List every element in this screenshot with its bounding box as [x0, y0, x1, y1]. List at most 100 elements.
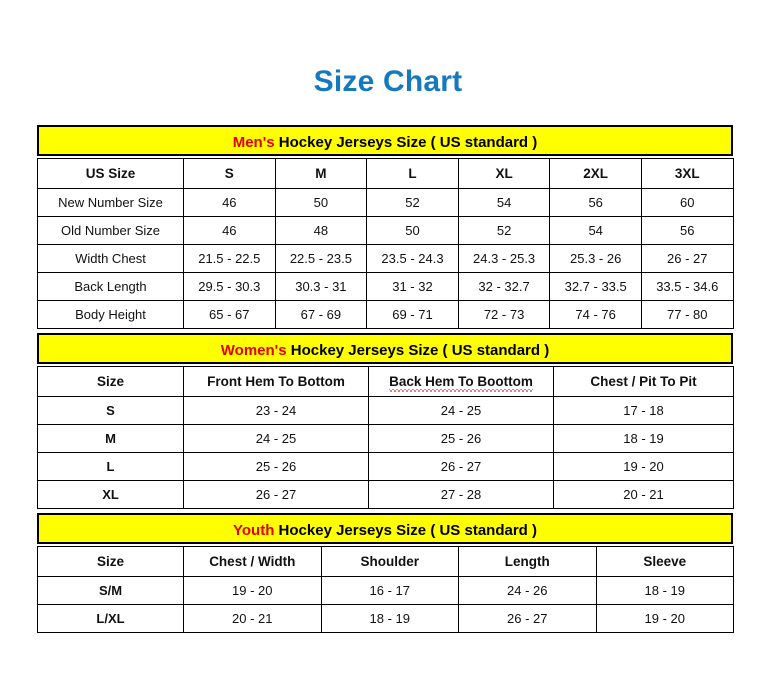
table-cell: 24 - 25 [368, 396, 554, 425]
table-row: S 23 - 24 24 - 25 17 - 18 [37, 396, 734, 425]
column-header-m: M [274, 158, 368, 189]
column-header-shoulder: Shoulder [320, 546, 459, 577]
column-header-s: S [183, 158, 276, 189]
table-cell: 33.5 - 34.6 [640, 272, 734, 301]
table-cell: 50 [366, 216, 459, 245]
table-cell: 27 - 28 [368, 480, 554, 509]
section-header-accent: Women's [220, 342, 287, 359]
row-label: M [37, 424, 184, 453]
table-row: New Number Size 46 50 52 54 56 60 [37, 188, 734, 217]
table-row: Back Length 29.5 - 30.3 30.3 - 31 31 - 3… [37, 272, 734, 301]
column-header-2xl: 2XL [549, 158, 642, 189]
table-cell: 52 [457, 216, 551, 245]
table-row: L/XL 20 - 21 18 - 19 26 - 27 19 - 20 [37, 604, 734, 633]
table-cell: 77 - 80 [640, 300, 734, 329]
table-cell: 60 [640, 188, 734, 217]
table-header-row: Size Chest / Width Shoulder Length Sleev… [37, 546, 734, 577]
column-header-l: L [366, 158, 459, 189]
section-header-youth: Youth Hockey Jerseys Size ( US standard … [37, 513, 733, 544]
section-mens: Men's Hockey Jerseys Size ( US standard … [37, 125, 734, 329]
table-cell: 18 - 19 [595, 576, 734, 605]
table-row: Body Height 65 - 67 67 - 69 69 - 71 72 -… [37, 300, 734, 329]
table-cell: 46 [183, 188, 276, 217]
table-row: L 25 - 26 26 - 27 19 - 20 [37, 452, 734, 481]
row-label: New Number Size [37, 188, 184, 217]
table-cell: 32 - 32.7 [457, 272, 551, 301]
table-cell: 20 - 21 [553, 480, 734, 509]
table-cell: 18 - 19 [320, 604, 459, 633]
section-header-rest: Hockey Jerseys Size ( US standard ) [286, 342, 550, 359]
table-cell: 24 - 25 [183, 424, 369, 453]
row-label: Old Number Size [37, 216, 184, 245]
table-row: Old Number Size 46 48 50 52 54 56 [37, 216, 734, 245]
womens-size-table: Size Front Hem To Bottom Back Hem To Boo… [37, 366, 734, 509]
table-cell: 54 [457, 188, 551, 217]
table-cell: 52 [366, 188, 459, 217]
table-cell: 22.5 - 23.5 [274, 244, 368, 273]
table-cell: 32.7 - 33.5 [549, 272, 642, 301]
table-cell: 16 - 17 [320, 576, 459, 605]
table-cell: 69 - 71 [366, 300, 459, 329]
column-header-chest-pit-to-pit: Chest / Pit To Pit [553, 366, 734, 397]
section-header-womens: Women's Hockey Jerseys Size ( US standar… [37, 333, 733, 364]
table-cell: 24.3 - 25.3 [457, 244, 551, 273]
table-cell: 23 - 24 [183, 396, 369, 425]
table-cell: 46 [183, 216, 276, 245]
table-cell: 74 - 76 [549, 300, 642, 329]
table-row: Width Chest 21.5 - 22.5 22.5 - 23.5 23.5… [37, 244, 734, 273]
table-cell: 48 [274, 216, 368, 245]
column-header-sleeve: Sleeve [595, 546, 734, 577]
table-cell: 31 - 32 [366, 272, 459, 301]
table-cell: 67 - 69 [274, 300, 368, 329]
table-row: XL 26 - 27 27 - 28 20 - 21 [37, 480, 734, 509]
table-row: M 24 - 25 25 - 26 18 - 19 [37, 424, 734, 453]
column-header-length: Length [458, 546, 597, 577]
table-row: S/M 19 - 20 16 - 17 24 - 26 18 - 19 [37, 576, 734, 605]
table-cell: 72 - 73 [457, 300, 551, 329]
row-label: L [37, 452, 184, 481]
table-cell: 26 - 27 [640, 244, 734, 273]
table-header-row: US Size S M L XL 2XL 3XL [37, 158, 734, 189]
table-cell: 65 - 67 [183, 300, 276, 329]
column-header-us-size: US Size [37, 158, 184, 189]
section-womens: Women's Hockey Jerseys Size ( US standar… [37, 333, 734, 509]
column-header-3xl: 3XL [640, 158, 734, 189]
column-header-back-hem-to-bottom: Back Hem To Boottom [368, 366, 554, 397]
table-cell: 23.5 - 24.3 [366, 244, 459, 273]
youth-size-table: Size Chest / Width Shoulder Length Sleev… [37, 546, 734, 633]
row-label: Back Length [37, 272, 184, 301]
table-cell: 56 [549, 188, 642, 217]
column-header-xl: XL [457, 158, 551, 189]
table-cell: 25.3 - 26 [549, 244, 642, 273]
row-label: Width Chest [37, 244, 184, 273]
row-label: XL [37, 480, 184, 509]
row-label: S [37, 396, 184, 425]
section-header-mens: Men's Hockey Jerseys Size ( US standard … [37, 125, 733, 156]
table-cell: 26 - 27 [368, 452, 554, 481]
page-title: Size Chart [313, 65, 463, 98]
table-cell: 20 - 21 [183, 604, 322, 633]
table-cell: 26 - 27 [183, 480, 369, 509]
table-cell: 56 [640, 216, 734, 245]
row-label: L/XL [37, 604, 184, 633]
table-cell: 17 - 18 [553, 396, 734, 425]
section-header-rest: Hockey Jerseys Size ( US standard ) [274, 522, 537, 539]
table-cell: 19 - 20 [553, 452, 734, 481]
table-cell: 24 - 26 [458, 576, 597, 605]
section-header-rest: Hockey Jerseys Size ( US standard ) [274, 134, 538, 151]
table-cell: 25 - 26 [183, 452, 369, 481]
column-header-chest-width: Chest / Width [183, 546, 322, 577]
table-cell: 19 - 20 [183, 576, 322, 605]
size-chart-stack: Men's Hockey Jerseys Size ( US standard … [37, 125, 734, 633]
misspelled-word: Back Hem To Boottom [389, 374, 533, 392]
section-header-accent: Youth [233, 522, 275, 539]
table-cell: 21.5 - 22.5 [183, 244, 276, 273]
table-cell: 26 - 27 [458, 604, 597, 633]
table-cell: 18 - 19 [553, 424, 734, 453]
table-cell: 25 - 26 [368, 424, 554, 453]
table-cell: 29.5 - 30.3 [183, 272, 276, 301]
table-cell: 19 - 20 [595, 604, 734, 633]
section-youth: Youth Hockey Jerseys Size ( US standard … [37, 513, 734, 633]
section-header-accent: Men's [232, 134, 275, 151]
